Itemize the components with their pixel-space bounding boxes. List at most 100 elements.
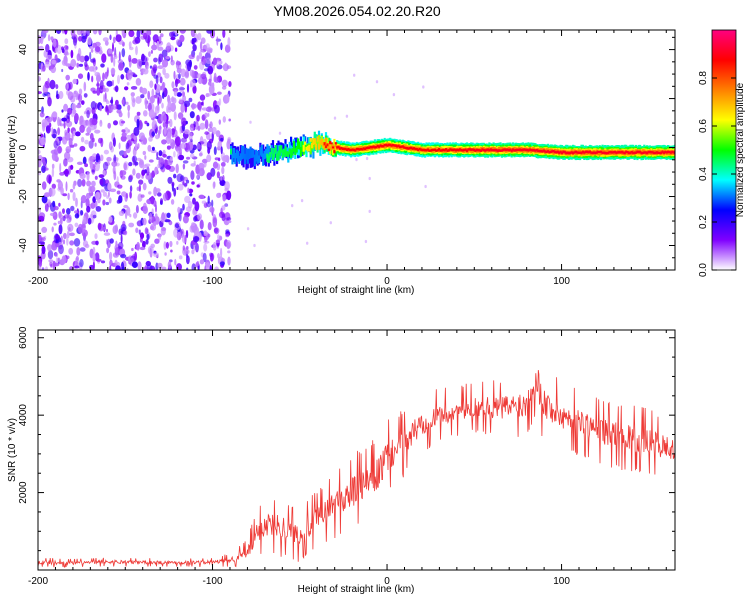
ridge-cell (412, 147, 416, 150)
noise-blob (72, 78, 78, 85)
noise-blob (192, 197, 196, 205)
noise-blob (109, 238, 114, 244)
noise-blob (222, 30, 226, 38)
noise-blob (212, 217, 218, 228)
ridge-cell (519, 148, 522, 151)
ridge-cell (417, 148, 420, 152)
noise-blob (156, 41, 160, 49)
noise-blob (149, 80, 154, 88)
noise-blob (192, 44, 197, 52)
noise-blob (180, 175, 185, 182)
spectrogram-frame (37, 29, 676, 271)
ridge-cell (290, 149, 293, 158)
ridge-cell (361, 148, 364, 151)
ridge-cell (315, 143, 318, 151)
ridge-cell (531, 149, 534, 152)
ridge-cell (491, 148, 494, 152)
ridge-cell (241, 145, 244, 160)
ridge-cell (263, 150, 266, 160)
noise-blob (92, 214, 97, 219)
ridge-cell (661, 150, 664, 153)
y-tick-label: 2000 (18, 481, 29, 504)
noise-blob (109, 265, 112, 270)
noise-blob (189, 193, 193, 197)
noise-blob (128, 41, 132, 49)
ridge-cell (672, 151, 675, 154)
ridge-cell (364, 147, 367, 151)
noise-blob (161, 59, 169, 68)
noise-blob (82, 215, 87, 224)
ridge-cell (443, 149, 446, 152)
noise-blob (204, 119, 209, 130)
noise-blob (94, 175, 98, 180)
noise-blob (140, 135, 146, 145)
noise-blob (135, 205, 139, 214)
colorbar-scale (711, 29, 737, 271)
ridge-cell (429, 149, 432, 152)
noise-blob (126, 206, 131, 216)
noise-blob (190, 170, 195, 181)
ridge-cell (330, 142, 333, 145)
ridge-cell (372, 145, 375, 148)
ridge-cell (479, 149, 483, 152)
noise-blob (92, 42, 97, 48)
noise-blob (57, 220, 61, 225)
noise-blob (63, 170, 69, 175)
noise-blob (368, 209, 371, 213)
ridge-cell (334, 142, 337, 145)
noise-blob (120, 234, 123, 244)
ridge-cell (467, 148, 470, 151)
noise-blob (176, 92, 182, 97)
ridge-cell (562, 150, 565, 153)
ridge-cell (530, 148, 533, 152)
ridge-cell (630, 150, 633, 154)
noise-blob (48, 65, 55, 70)
noise-blob (47, 249, 54, 260)
noise-blob (192, 85, 197, 94)
noise-blob (54, 234, 60, 240)
ridge-cell (259, 147, 262, 156)
noise-blob (353, 73, 356, 77)
noise-blob (86, 171, 90, 181)
ridge-cell (523, 148, 526, 151)
noise-blob (53, 147, 60, 155)
noise-blob (193, 216, 198, 222)
noise-blob (99, 80, 104, 90)
noise-blob (59, 162, 62, 173)
noise-blob (161, 81, 165, 92)
noise-blob (228, 118, 231, 122)
noise-blob (135, 227, 139, 234)
noise-blob (76, 247, 81, 256)
ridge-cell (345, 146, 349, 151)
noise-blob (157, 46, 164, 51)
spectrogram-noise-layer (38, 30, 431, 270)
noise-blob (60, 187, 64, 196)
ridge-cell (341, 147, 344, 150)
ridge-cell (542, 149, 545, 152)
ridge-cell (277, 145, 280, 154)
ridge-cell (422, 148, 425, 152)
noise-blob (110, 53, 114, 63)
noise-blob (128, 161, 133, 167)
noise-blob (112, 36, 116, 44)
noise-blob (139, 232, 145, 239)
noise-blob (196, 114, 200, 122)
ridge-cell (317, 135, 321, 144)
noise-blob (96, 80, 99, 90)
noise-blob (142, 182, 147, 191)
noise-blob (220, 176, 223, 181)
ridge-cell (231, 153, 234, 165)
ridge-cell (338, 147, 342, 150)
snr-y-label: SNR (10 * v/v) (7, 418, 18, 482)
noise-blob (120, 74, 125, 80)
ridge-cell (387, 143, 390, 147)
noise-blob (145, 239, 149, 245)
ridge-cell (626, 151, 629, 154)
ridge-cell (276, 153, 279, 161)
ridge-cell (333, 138, 336, 146)
ridge-cell (534, 149, 537, 152)
noise-blob (41, 267, 45, 270)
noise-blob (177, 112, 184, 120)
noise-blob (146, 122, 150, 127)
ridge-cell (622, 151, 625, 154)
